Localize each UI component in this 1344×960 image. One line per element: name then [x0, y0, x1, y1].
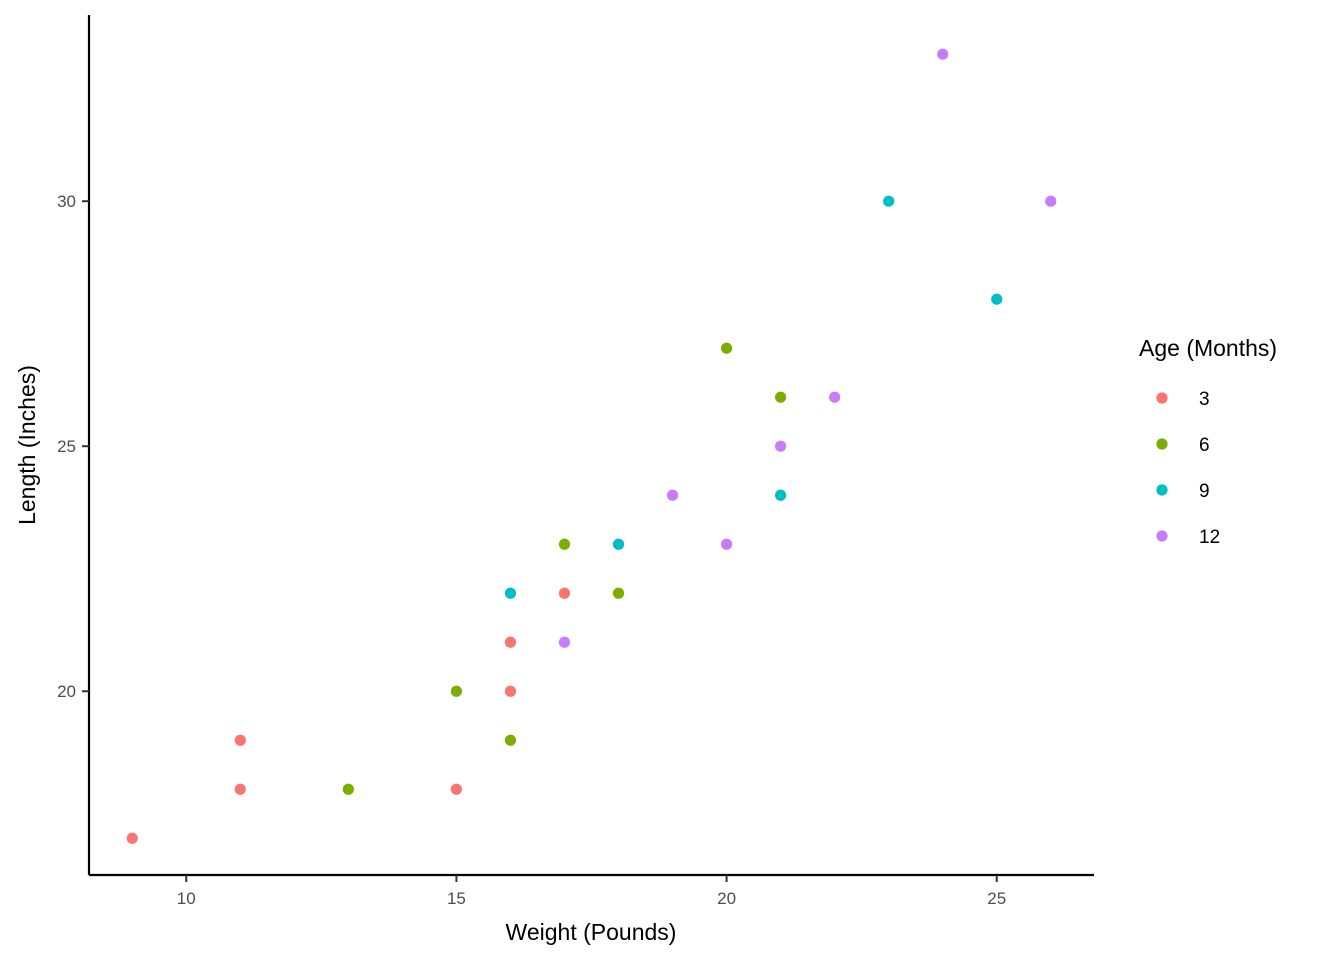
data-point [558, 587, 571, 599]
data-point [775, 489, 787, 501]
data-point [504, 734, 517, 746]
y-axis-title: Length (Inches) [14, 365, 40, 525]
legend-items: 3 6 9 12 [1156, 389, 1220, 548]
data-point [775, 391, 787, 403]
data-point [234, 734, 246, 746]
legend-title: Age (Months) [1139, 335, 1277, 361]
data-point [450, 685, 463, 697]
x-tick-label: 15 [447, 889, 466, 908]
x-axis-title: Weight (Pounds) [506, 919, 677, 945]
data-point [991, 293, 1003, 305]
x-tick-label: 10 [177, 889, 196, 908]
x-tick-label: 25 [987, 889, 1006, 908]
legend-label: 3 [1199, 389, 1210, 410]
data-point [504, 636, 517, 648]
data-point [450, 783, 463, 795]
legend-key [1156, 484, 1168, 496]
data-point [234, 783, 246, 795]
y-tick-label: 25 [57, 437, 76, 456]
data-point [558, 636, 571, 648]
legend-label: 9 [1199, 481, 1210, 502]
data-point [775, 440, 787, 452]
legend-key [1156, 392, 1168, 404]
data-point [504, 685, 517, 697]
data-point [666, 489, 679, 501]
x-tick-label: 20 [717, 889, 736, 908]
data-point [612, 538, 625, 550]
data-point [612, 587, 625, 599]
data-point [720, 342, 733, 354]
data-point [937, 48, 949, 60]
legend-label: 6 [1199, 435, 1210, 456]
legend-key [1156, 438, 1168, 450]
data-points [126, 48, 1057, 844]
data-point [883, 195, 895, 207]
y-tick-label: 20 [57, 682, 76, 701]
data-point [504, 587, 517, 599]
axes: 10 15 20 25 20 25 30 [57, 15, 1094, 908]
legend-key [1156, 530, 1168, 542]
y-tick-label: 30 [57, 192, 76, 211]
data-point [829, 391, 841, 403]
data-point [720, 538, 733, 550]
data-point [558, 538, 571, 550]
legend: Age (Months) 3 6 9 12 [1139, 335, 1277, 548]
data-point [126, 832, 138, 844]
data-point [342, 783, 354, 795]
legend-label: 12 [1199, 527, 1220, 548]
data-point [1045, 195, 1057, 207]
